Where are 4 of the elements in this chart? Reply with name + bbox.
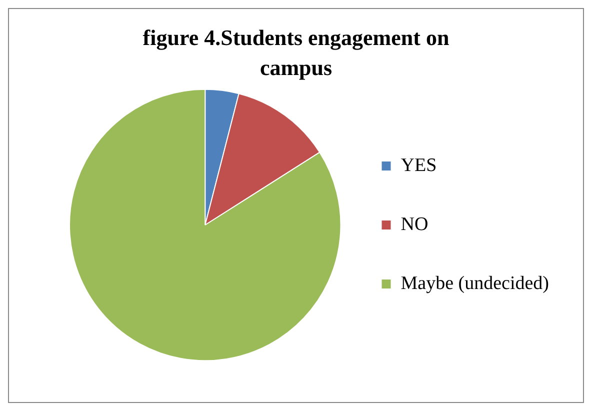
legend-label: YES [400, 154, 437, 176]
legend-label: Maybe (undecided) [400, 272, 550, 294]
legend-label: NO [400, 214, 428, 235]
chart-title: figure 4.Students engagement on campus [142, 24, 450, 82]
